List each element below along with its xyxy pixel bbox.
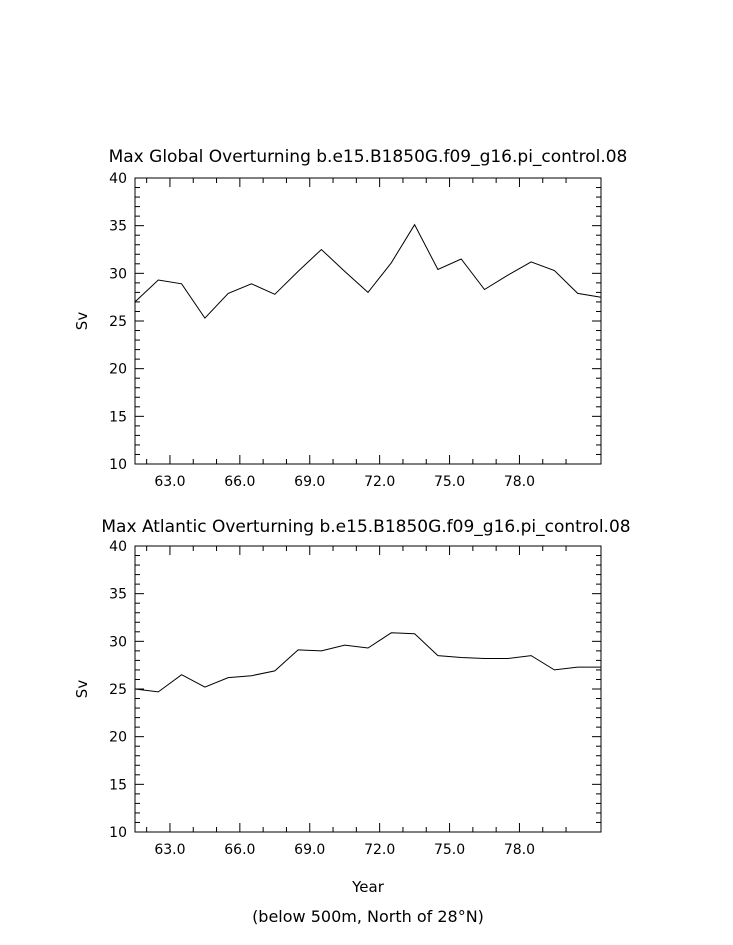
global-overturning-panel: Max Global Overturning b.e15.B1850G.f09_… [73,147,627,490]
atlantic-y-tick-label: 25 [109,682,127,698]
atlantic-overturning-panel: Max Atlantic Overturning b.e15.B1850G.f0… [73,517,631,896]
atlantic-overturning-title: Max Atlantic Overturning b.e15.B1850G.f0… [101,517,630,537]
global-y-axis-label: Sv [73,312,91,331]
atlantic-y-tick-label: 35 [109,587,127,603]
atlantic-axis-ticks [135,545,601,833]
atlantic-x-tick-label: 66.0 [224,842,255,858]
atlantic-y-axis-label: Sv [73,680,91,699]
global-y-tick-label: 40 [109,171,127,187]
atlantic-x-tick-label: 72.0 [364,842,395,858]
global-overturning-title: Max Global Overturning b.e15.B1850G.f09_… [109,147,628,167]
global-x-tick-label: 75.0 [434,474,465,490]
global-x-tick-label: 78.0 [504,474,535,490]
global-x-tick-label: 63.0 [154,474,185,490]
global-tick-labels: 10 15 20 25 30 35 40 63.0 66.0 69.0 72.0 75.0 78.0 [109,171,535,490]
global-y-tick-label: 30 [109,266,127,282]
global-y-tick-label: 35 [109,219,127,235]
global-y-tick-label: 10 [109,457,127,473]
global-x-tick-label: 66.0 [224,474,255,490]
global-y-tick-label: 20 [109,362,127,378]
atlantic-y-tick-label: 10 [109,825,127,841]
atlantic-y-tick-label: 40 [109,539,127,555]
atlantic-plot-frame [134,545,602,833]
x-axis-label: Year [351,878,385,896]
footnote: (below 500m, North of 28°N) [252,907,484,926]
global-overturning-series-line [134,223,602,319]
atlantic-tick-labels: 10 15 20 25 30 35 40 63.0 66.0 69.0 72.0 75.0 78.0 [109,539,535,858]
atlantic-overturning-series-line [134,632,601,693]
global-plot-frame [134,177,602,465]
global-y-tick-label: 15 [109,409,127,425]
global-y-tick-label: 25 [109,314,127,330]
global-axis-ticks [135,177,601,465]
atlantic-y-tick-label: 20 [109,730,127,746]
global-x-tick-label: 69.0 [294,474,325,490]
atlantic-x-tick-label: 75.0 [434,842,465,858]
global-x-tick-label: 72.0 [364,474,395,490]
atlantic-x-tick-label: 78.0 [504,842,535,858]
atlantic-y-tick-label: 30 [109,634,127,650]
atlantic-y-tick-label: 15 [109,777,127,793]
atlantic-x-tick-label: 63.0 [154,842,185,858]
atlantic-x-tick-label: 69.0 [294,842,325,858]
